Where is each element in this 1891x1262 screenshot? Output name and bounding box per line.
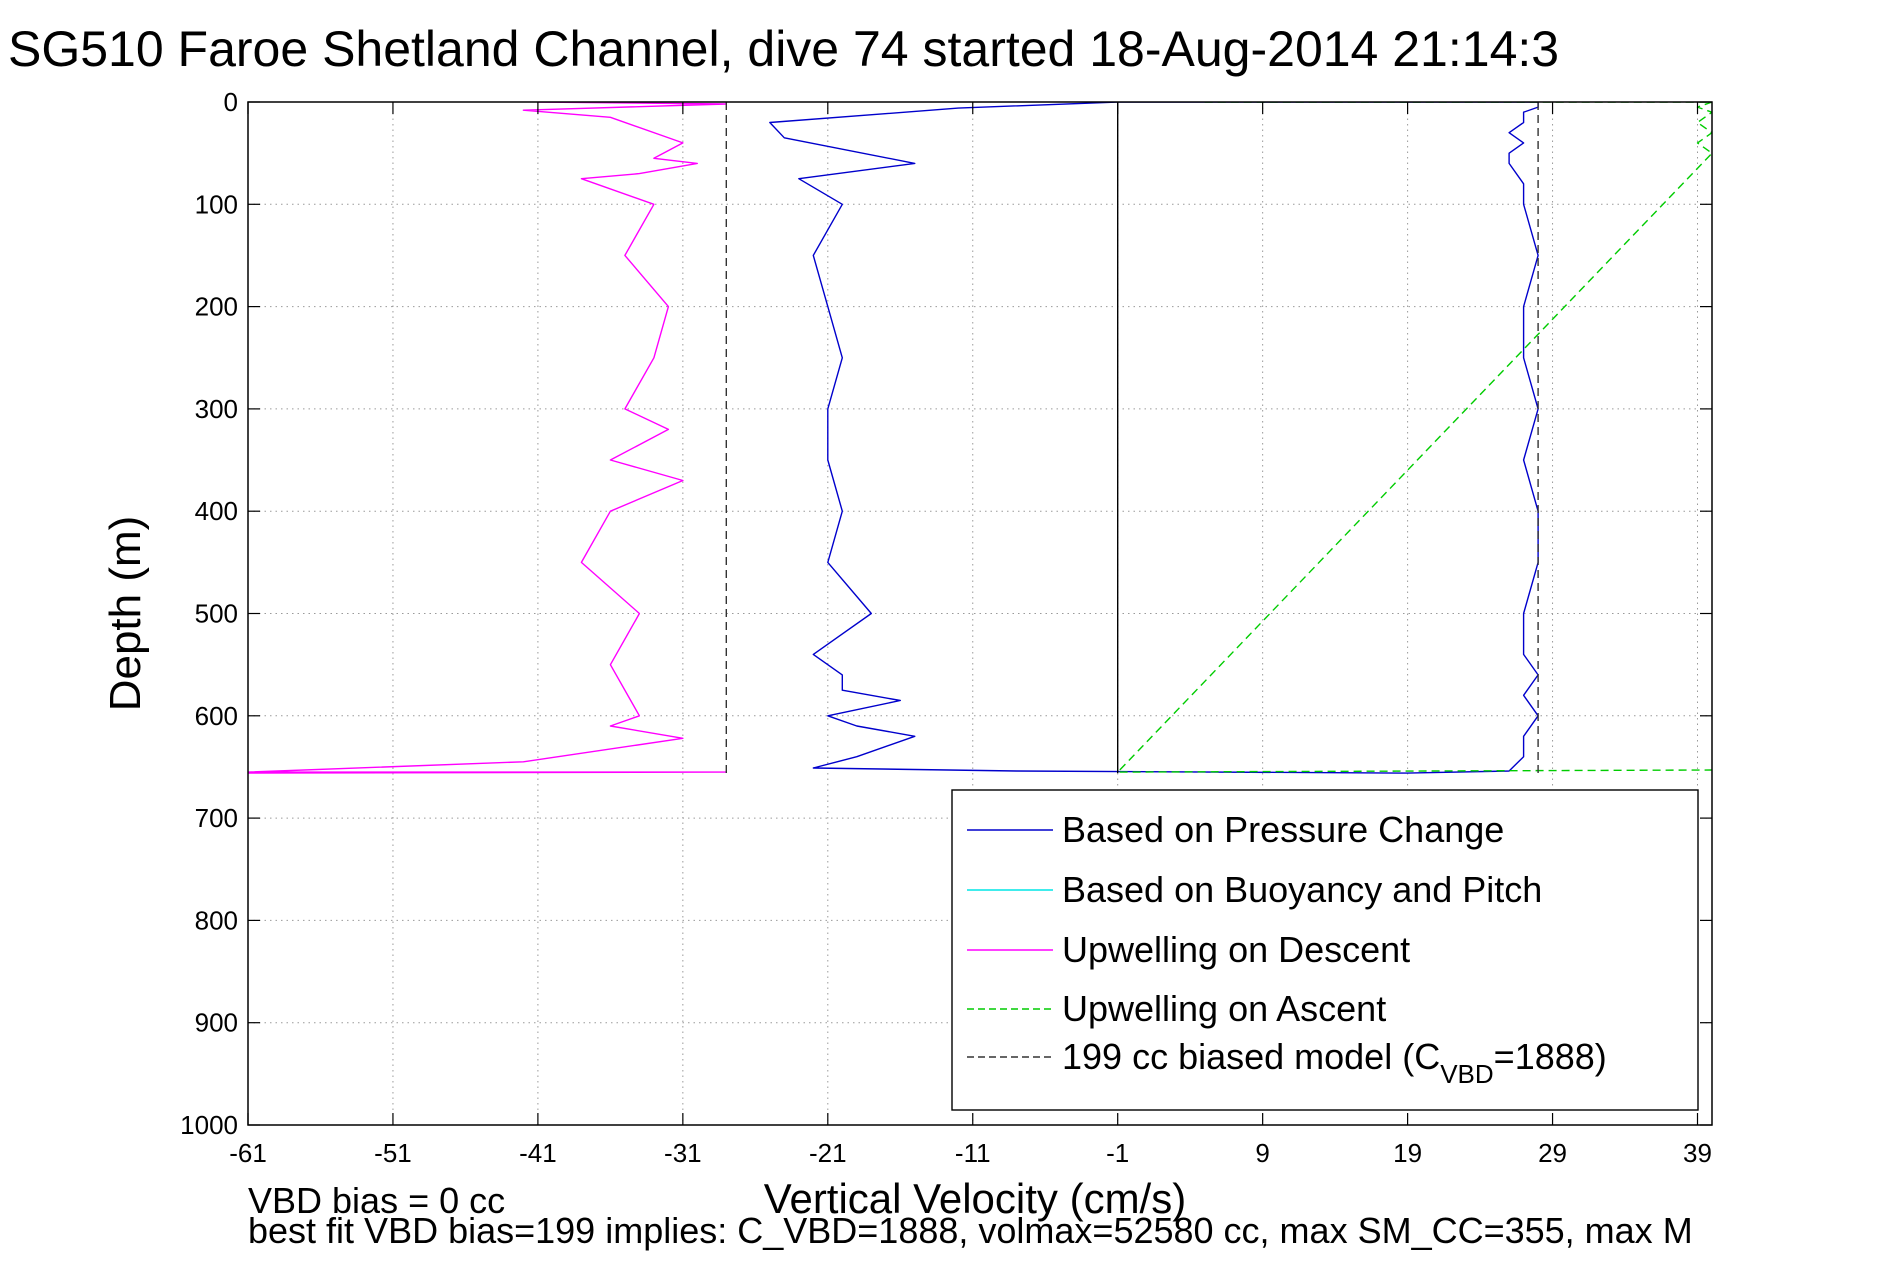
y-tick-label: 200 [195, 292, 238, 322]
note-best-fit: best fit VBD bias=199 implies: C_VBD=188… [248, 1210, 1693, 1251]
series-line-upwelling-on-descent [248, 102, 727, 774]
legend-label: 199 cc biased model (CVBD=1888) [1062, 1036, 1607, 1089]
x-tick-label: -31 [664, 1138, 702, 1168]
note-vbd-bias: VBD bias = 0 cc [248, 1180, 505, 1221]
series-line-based-on-pressure-change [769, 102, 1539, 774]
axis-ticks: -61 -51 -41 -31 -21 -11 -1 9 19 29 39 0 100 200 300 400… [180, 87, 1712, 1168]
legend: Based on Pressure Change Based on Buoyanc… [951, 789, 1699, 1111]
y-tick-label: 100 [195, 189, 238, 219]
x-axis-label: Vertical Velocity (cm/s) [764, 1175, 1186, 1222]
y-tick-label: 400 [195, 496, 238, 526]
y-tick-label: 700 [195, 803, 238, 833]
legend-label-suffix: =1888) [1494, 1036, 1607, 1077]
y-tick-label: 1000 [180, 1110, 238, 1140]
x-tick-label: 39 [1683, 1138, 1712, 1168]
y-tick-label: 300 [195, 394, 238, 424]
plot-series [248, 102, 1712, 774]
x-tick-label: -41 [519, 1138, 557, 1168]
x-tick-label: -1 [1106, 1138, 1129, 1168]
chart-title: SG510 Faroe Shetland Channel, dive 74 st… [8, 21, 1559, 77]
y-axis-label: Depth (m) [101, 516, 150, 712]
x-tick-label: -21 [809, 1138, 847, 1168]
legend-label-prefix: 199 cc biased model (C [1062, 1036, 1440, 1077]
y-tick-label: 800 [195, 905, 238, 935]
legend-label: Based on Pressure Change [1062, 809, 1504, 850]
legend-box [951, 789, 1699, 1111]
x-tick-label: 9 [1255, 1138, 1269, 1168]
y-tick-label: 0 [224, 87, 238, 117]
y-tick-label: 900 [195, 1008, 238, 1038]
y-tick-label: 500 [195, 599, 238, 629]
x-tick-label: -51 [374, 1138, 412, 1168]
legend-label: Upwelling on Ascent [1062, 988, 1386, 1029]
legend-label-subscript: VBD [1440, 1059, 1493, 1089]
x-tick-label: 29 [1538, 1138, 1567, 1168]
y-tick-label: 600 [195, 701, 238, 731]
series-line-upwelling-on-ascent [1116, 102, 1712, 773]
x-tick-label: 19 [1393, 1138, 1422, 1168]
legend-label: Upwelling on Descent [1062, 929, 1410, 970]
x-tick-label: -61 [229, 1138, 267, 1168]
legend-label: Based on Buoyancy and Pitch [1062, 869, 1542, 910]
x-tick-label: -11 [955, 1138, 991, 1168]
